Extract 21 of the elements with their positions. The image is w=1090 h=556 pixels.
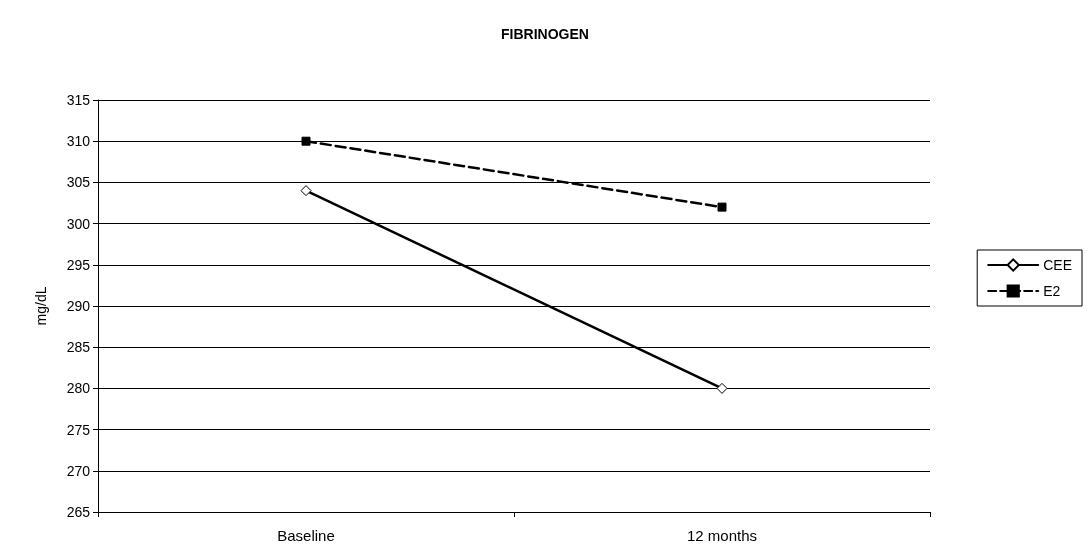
y-tick-label: 295 xyxy=(66,256,91,273)
y-tick-label: 280 xyxy=(66,380,91,397)
point xyxy=(716,382,728,394)
y-axis-title: mg/dL xyxy=(33,286,49,326)
legend-label: CEE xyxy=(1043,257,1073,273)
y-tick-label: 265 xyxy=(66,504,91,520)
y-tick-label: 290 xyxy=(66,298,91,314)
y-tick-label: 270 xyxy=(66,462,91,479)
x-tick-label: Baseline xyxy=(277,527,335,544)
x-tick-label: 12 months xyxy=(686,527,758,544)
y-tick-label: 310 xyxy=(66,133,91,150)
y-tick-label: 275 xyxy=(66,421,91,438)
y-tick-label: 305 xyxy=(66,174,91,191)
chart-title: FIBRINOGEN xyxy=(501,26,589,42)
point xyxy=(717,202,727,212)
y-tick-label: 285 xyxy=(66,339,91,356)
y-tick-label: 315 xyxy=(66,92,91,108)
y-tick-label: 300 xyxy=(66,215,91,232)
legend-label: E2 xyxy=(1043,283,1061,299)
point xyxy=(301,136,311,146)
point xyxy=(300,185,312,197)
